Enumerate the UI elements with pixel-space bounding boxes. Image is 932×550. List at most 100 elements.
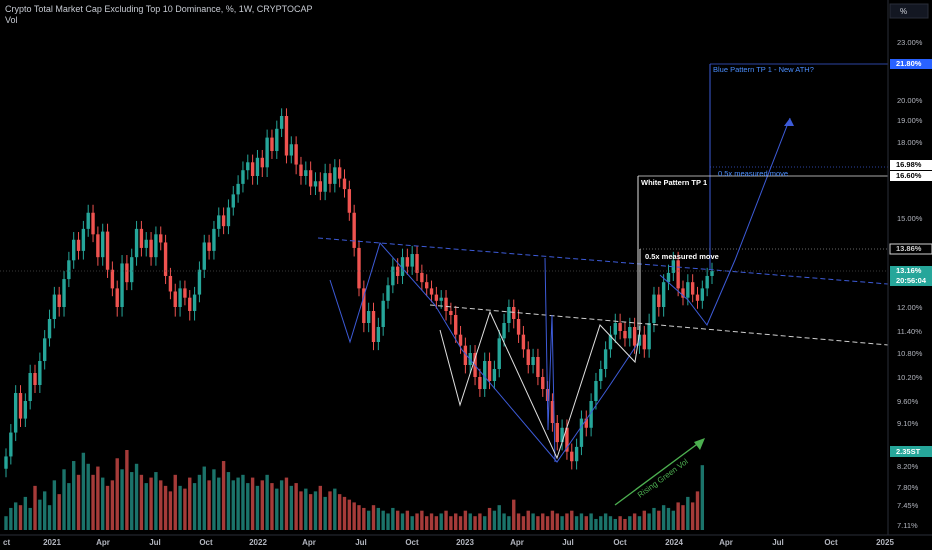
volume-bar [52,480,57,530]
price-label-13-86-bg [889,243,932,255]
volume-bar [202,466,206,530]
volume-bar [579,513,584,530]
time-axis-label: ct [3,538,10,547]
blue-tp-label: Blue Pattern TP 1 - New ATH? [713,65,814,74]
volume-bar [86,463,90,530]
candle-body [618,323,622,331]
candle-body [139,228,144,248]
candle-body [541,377,545,389]
volume-bars [4,450,705,530]
blue-measure-spike [544,257,556,463]
candle-body [130,257,134,283]
candle-body [72,239,76,261]
volume-bar [284,477,289,530]
blue-dashed-neckline [317,237,889,285]
candle-body [47,319,52,339]
candle-body [579,418,584,447]
volume-bar [304,488,308,530]
candle-body [125,263,129,283]
volume-bar [686,496,690,530]
candle-body [313,181,318,187]
white-tp-label: White Pattern TP 1 [641,178,707,187]
volume-bar [599,516,603,530]
candle-body [168,275,173,292]
price-axis-label: 19.00% [897,116,923,125]
candle-body [250,162,255,176]
candle-body [42,338,47,361]
blue-measured-label: 0.5x measured move [718,169,788,178]
candle-body [357,247,361,289]
volume-bar [62,469,66,530]
candle-body [96,234,100,258]
volume-bar [279,480,284,530]
volume-bar [173,474,177,530]
rising-vol-arrow [614,441,701,506]
candle-body [159,234,163,243]
volume-bar [695,491,700,530]
volume-bar [308,494,313,530]
volume-bar [386,513,390,530]
volume-bar [545,516,550,530]
volume-bar [130,472,134,530]
volume-bar [516,513,521,530]
price-axis-label: 8.20% [897,462,919,471]
candle-body [391,266,395,286]
price-label-16-60: 16.60% [896,171,922,180]
volume-bar [149,477,153,530]
price-label-current-bg [890,266,932,276]
volume-bar [139,474,144,530]
rising-vol-arrowhead [694,438,705,450]
candle-body [512,307,516,319]
candle-body [439,297,443,301]
volume-label-current: 2.35ST [896,447,921,456]
time-axis-label: Jul [355,538,367,547]
candle-body [536,357,540,377]
volume-bar [376,507,381,530]
volume-bar [507,516,511,530]
volume-bar [352,502,356,530]
volume-bar [357,505,361,530]
candle-body [574,446,579,462]
candle-body [183,288,187,298]
volume-bar [226,472,231,530]
volume-bar [125,450,129,530]
candle-body [594,381,598,401]
candle-body [57,294,61,307]
volume-bar [454,513,458,530]
volume-bar [647,513,651,530]
volume-bar [603,513,608,530]
price-scale-button[interactable]: % [900,7,907,16]
price-label-current: 13.16% [896,266,922,275]
candle-body [270,137,274,152]
time-axis-label: Apr [510,538,524,547]
volume-bar [313,491,318,530]
candle-body [13,393,18,433]
candle-body [217,215,221,229]
candle-body [589,401,593,428]
candle-body [487,361,492,381]
rising-vol-label: Rising Green Vol [636,457,690,500]
time-axis-label: Apr [96,538,110,547]
candle-body [705,275,709,289]
volume-bar [449,516,453,530]
candle-body [105,231,110,270]
price-axis-label: 9.60% [897,397,919,406]
price-label-blue-tp-bg [890,59,932,69]
candle-body [265,137,269,168]
price-axis-label: 23.00% [897,38,923,47]
volume-bar [260,480,264,530]
candle-body [444,297,448,311]
candle-body [275,128,279,152]
candle-body [337,167,342,179]
volume-bar [342,496,347,530]
candle-body [425,282,429,289]
volume-bar [265,474,269,530]
candle-body [212,228,216,251]
candle-body [613,323,617,335]
volume-bar [381,510,385,530]
volume-bar [72,461,76,530]
volume-bar [531,513,535,530]
candle-body [478,377,482,389]
volume-bar [96,466,100,530]
